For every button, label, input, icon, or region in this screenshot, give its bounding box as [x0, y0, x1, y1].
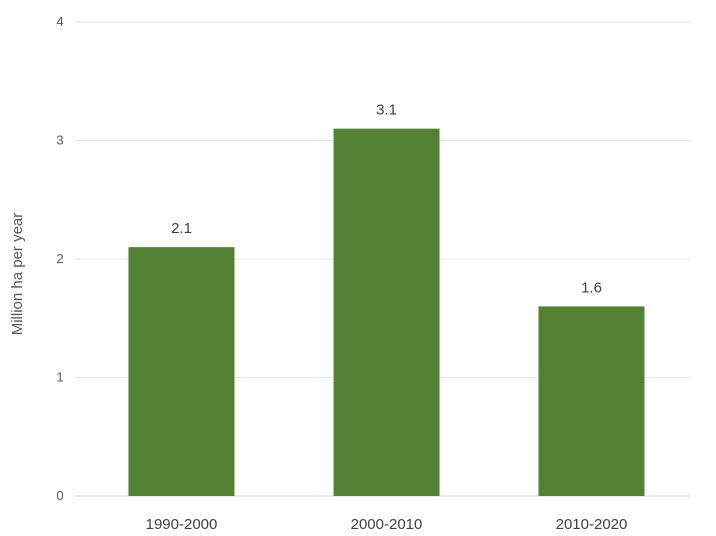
y-tick-label: 4: [56, 14, 63, 29]
y-tick-label: 1: [56, 370, 63, 385]
data-label: 2.1: [171, 220, 192, 237]
x-category-label: 1990-2000: [146, 516, 218, 533]
y-tick-label: 0: [56, 488, 63, 503]
data-label: 1.6: [581, 279, 602, 296]
bars: [128, 128, 645, 496]
y-axis-ticks: 0 1 2 3 4: [56, 14, 63, 503]
y-axis-title: Million ha per year: [9, 213, 26, 336]
bar: [333, 128, 440, 496]
data-labels: 2.1 3.1 1.6: [171, 102, 602, 297]
y-tick-label: 2: [56, 251, 63, 266]
x-axis-categories: 1990-2000 2000-2010 2010-2020: [146, 516, 628, 533]
x-category-label: 2010-2020: [556, 516, 628, 533]
x-category-label: 2000-2010: [351, 516, 423, 533]
y-tick-label: 3: [56, 133, 63, 148]
data-label: 3.1: [376, 102, 397, 119]
bar: [538, 306, 645, 496]
bar: [128, 247, 235, 496]
